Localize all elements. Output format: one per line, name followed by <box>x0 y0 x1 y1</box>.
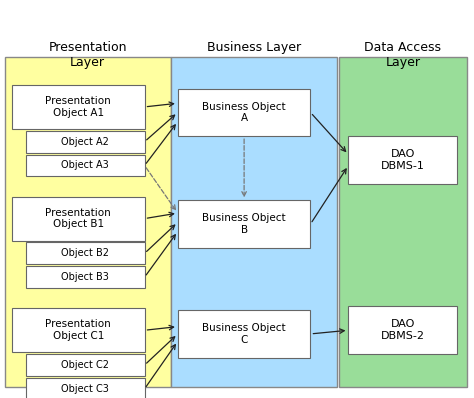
Bar <box>26 154 145 176</box>
Bar <box>348 306 457 354</box>
Bar <box>178 310 310 358</box>
Text: Data Access
Layer: Data Access Layer <box>365 41 441 69</box>
Text: Business Object
C: Business Object C <box>202 323 286 345</box>
Bar <box>26 131 145 153</box>
Bar <box>26 378 145 398</box>
Bar <box>178 200 310 248</box>
Text: Business Object
A: Business Object A <box>202 101 286 123</box>
Bar <box>171 57 337 387</box>
Text: Object A2: Object A2 <box>61 137 109 147</box>
Text: DAO
DBMS-1: DAO DBMS-1 <box>381 149 425 171</box>
Text: Object B2: Object B2 <box>61 248 109 258</box>
Bar <box>26 354 145 376</box>
Bar <box>26 266 145 288</box>
Text: Object A3: Object A3 <box>62 160 109 170</box>
Bar <box>12 197 145 240</box>
Text: Object C3: Object C3 <box>61 384 109 394</box>
Bar <box>339 57 467 387</box>
Text: Presentation
Object B1: Presentation Object B1 <box>46 208 111 229</box>
Text: Business Layer: Business Layer <box>207 41 301 54</box>
Text: Presentation
Object C1: Presentation Object C1 <box>46 320 111 341</box>
Text: Business Object
B: Business Object B <box>202 213 286 235</box>
Text: Presentation
Object A1: Presentation Object A1 <box>46 96 111 118</box>
Bar <box>178 89 310 136</box>
Text: Presentation
Layer: Presentation Layer <box>48 41 127 69</box>
Text: Object B3: Object B3 <box>61 272 109 282</box>
Bar <box>26 242 145 264</box>
Bar <box>12 308 145 352</box>
Bar <box>348 136 457 184</box>
Text: Object C2: Object C2 <box>61 360 109 370</box>
Bar <box>12 85 145 129</box>
Text: DAO
DBMS-2: DAO DBMS-2 <box>381 320 425 341</box>
Bar <box>5 57 171 387</box>
